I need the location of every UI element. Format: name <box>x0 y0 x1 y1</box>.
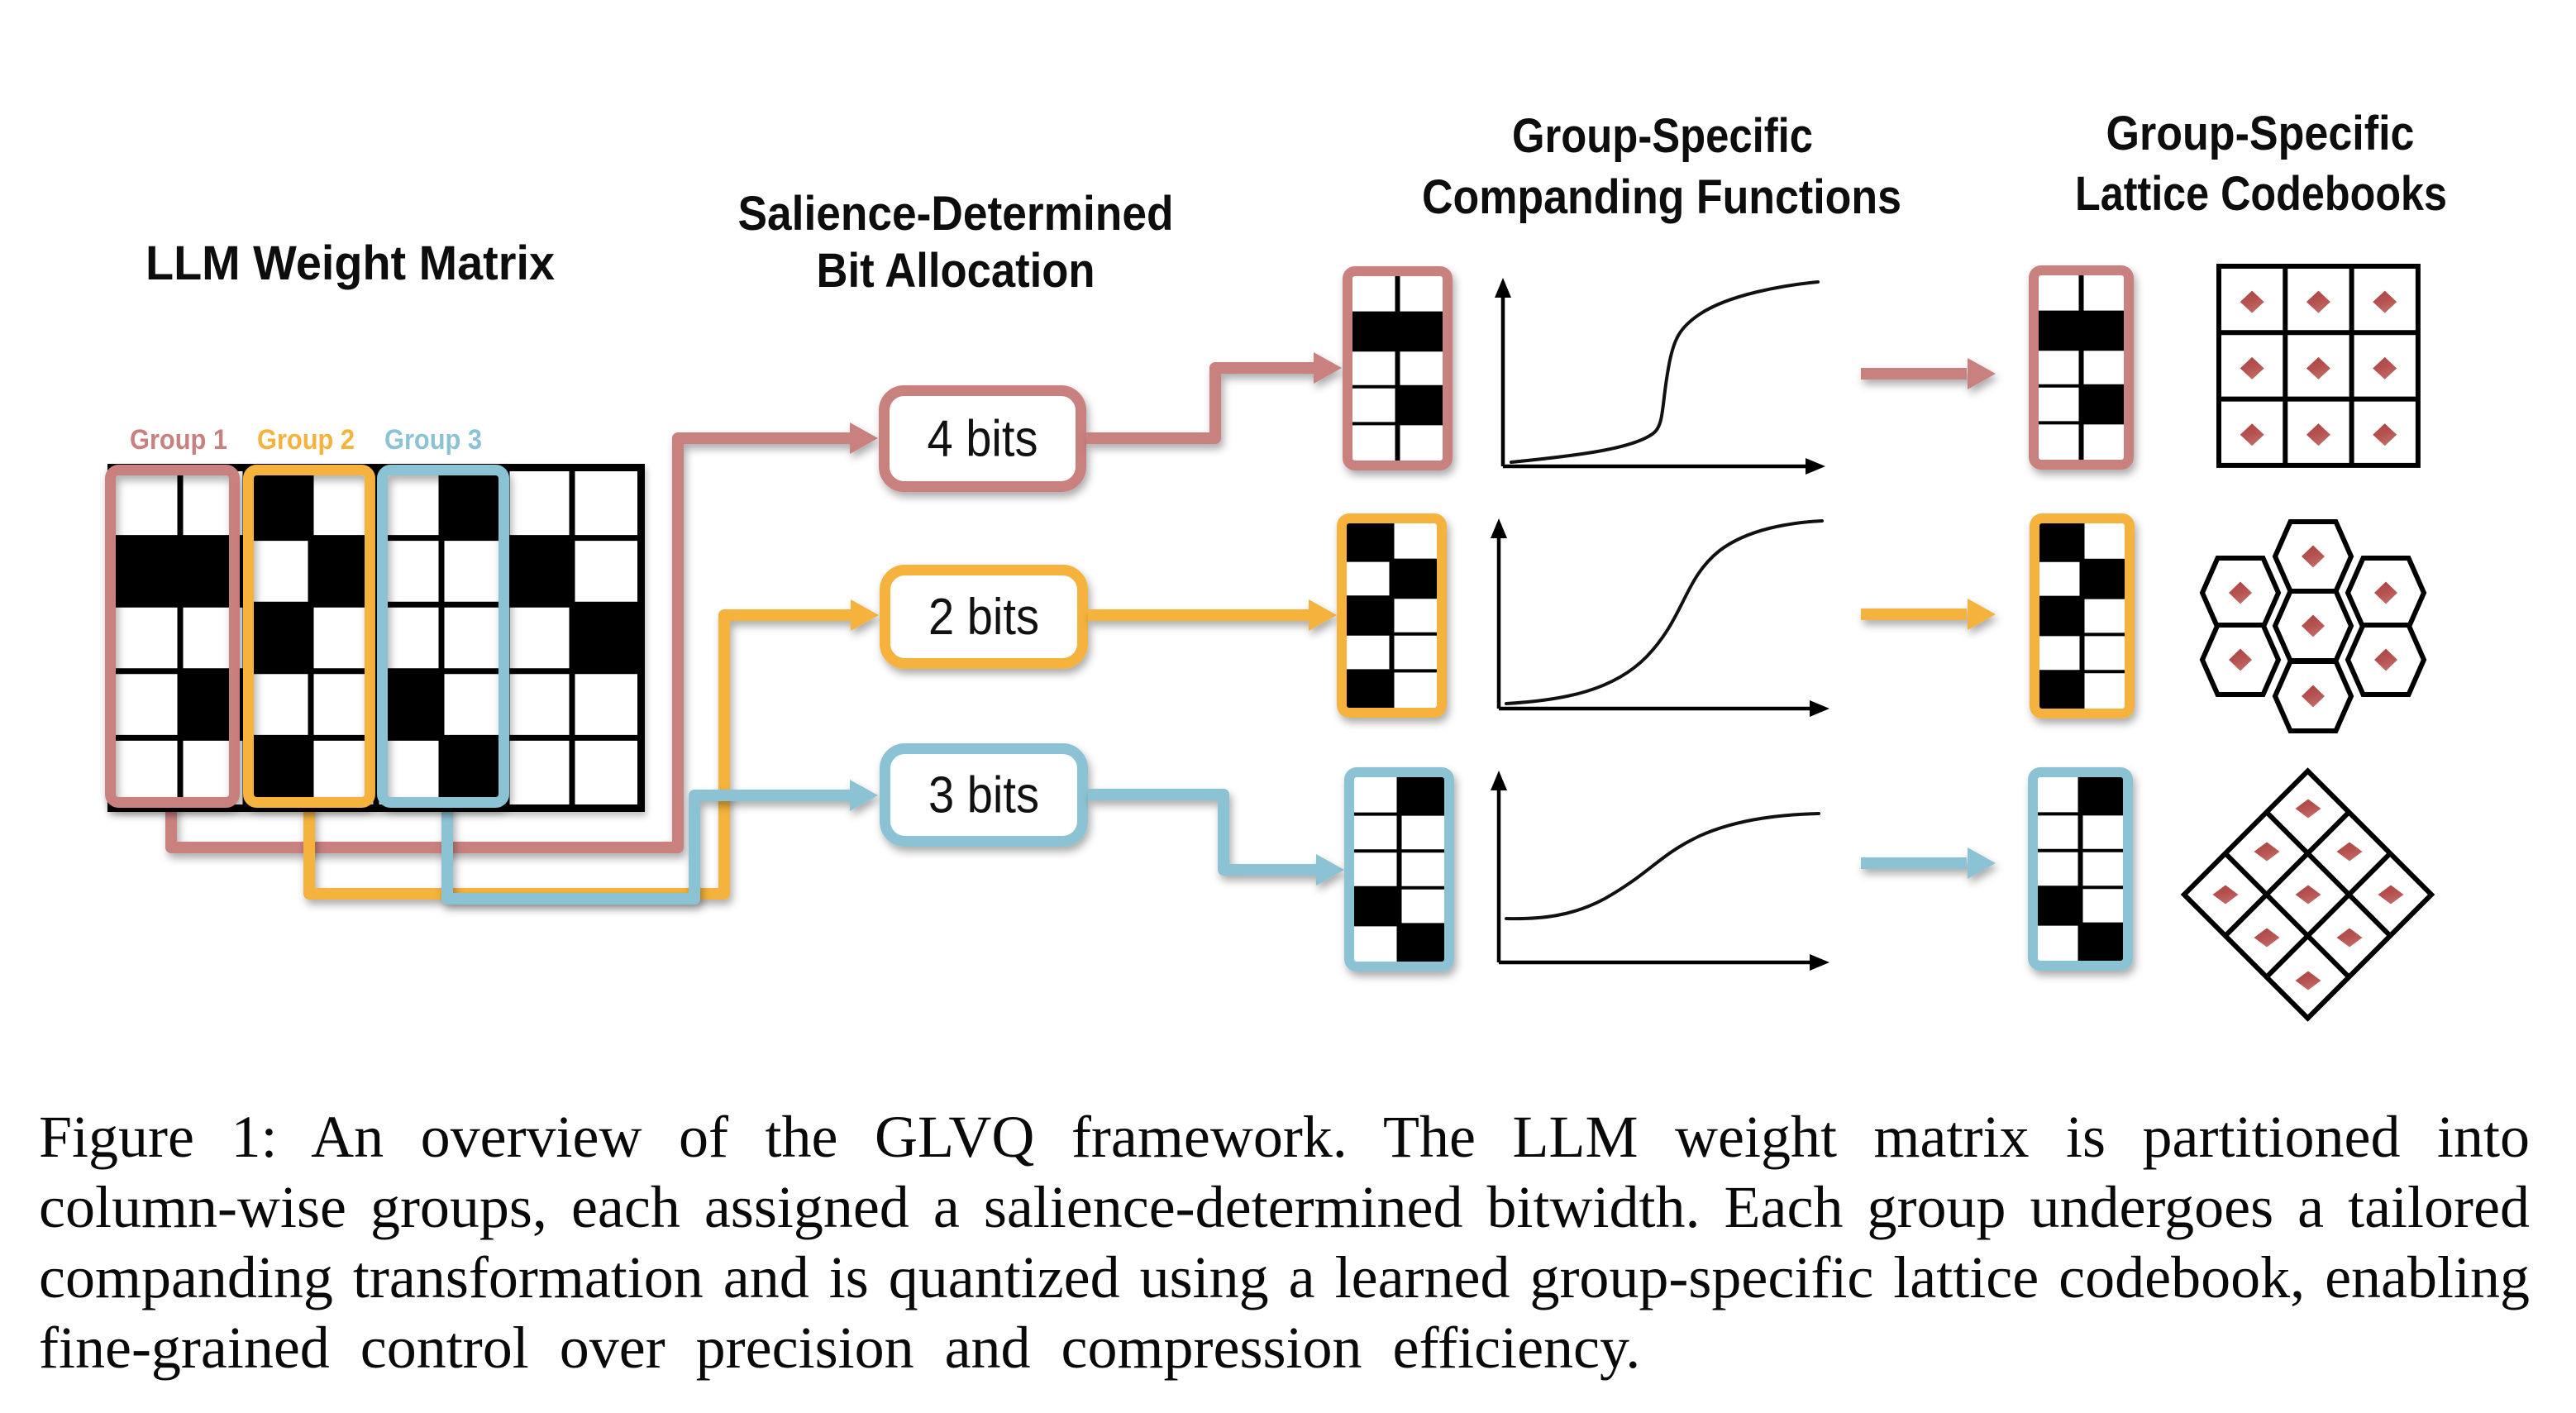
svg-text:Bit Allocation: Bit Allocation <box>817 244 1095 298</box>
svg-text:LLM Weight Matrix: LLM Weight Matrix <box>145 236 555 290</box>
svg-text:Group-Specific: Group-Specific <box>1512 109 1813 163</box>
svg-text:Companding Functions: Companding Functions <box>1422 170 1901 224</box>
svg-text:Salience-Determined: Salience-Determined <box>738 187 1174 241</box>
svg-text:Group 2: Group 2 <box>257 424 355 456</box>
svg-text:Lattice Codebooks: Lattice Codebooks <box>2075 167 2447 221</box>
svg-text:4 bits: 4 bits <box>928 411 1038 468</box>
svg-text:Group-Specific: Group-Specific <box>2106 107 2415 160</box>
svg-text:3 bits: 3 bits <box>928 767 1039 824</box>
svg-text:Group 3: Group 3 <box>384 424 482 456</box>
svg-text:Group 1: Group 1 <box>130 424 227 456</box>
svg-text:2 bits: 2 bits <box>928 589 1039 646</box>
